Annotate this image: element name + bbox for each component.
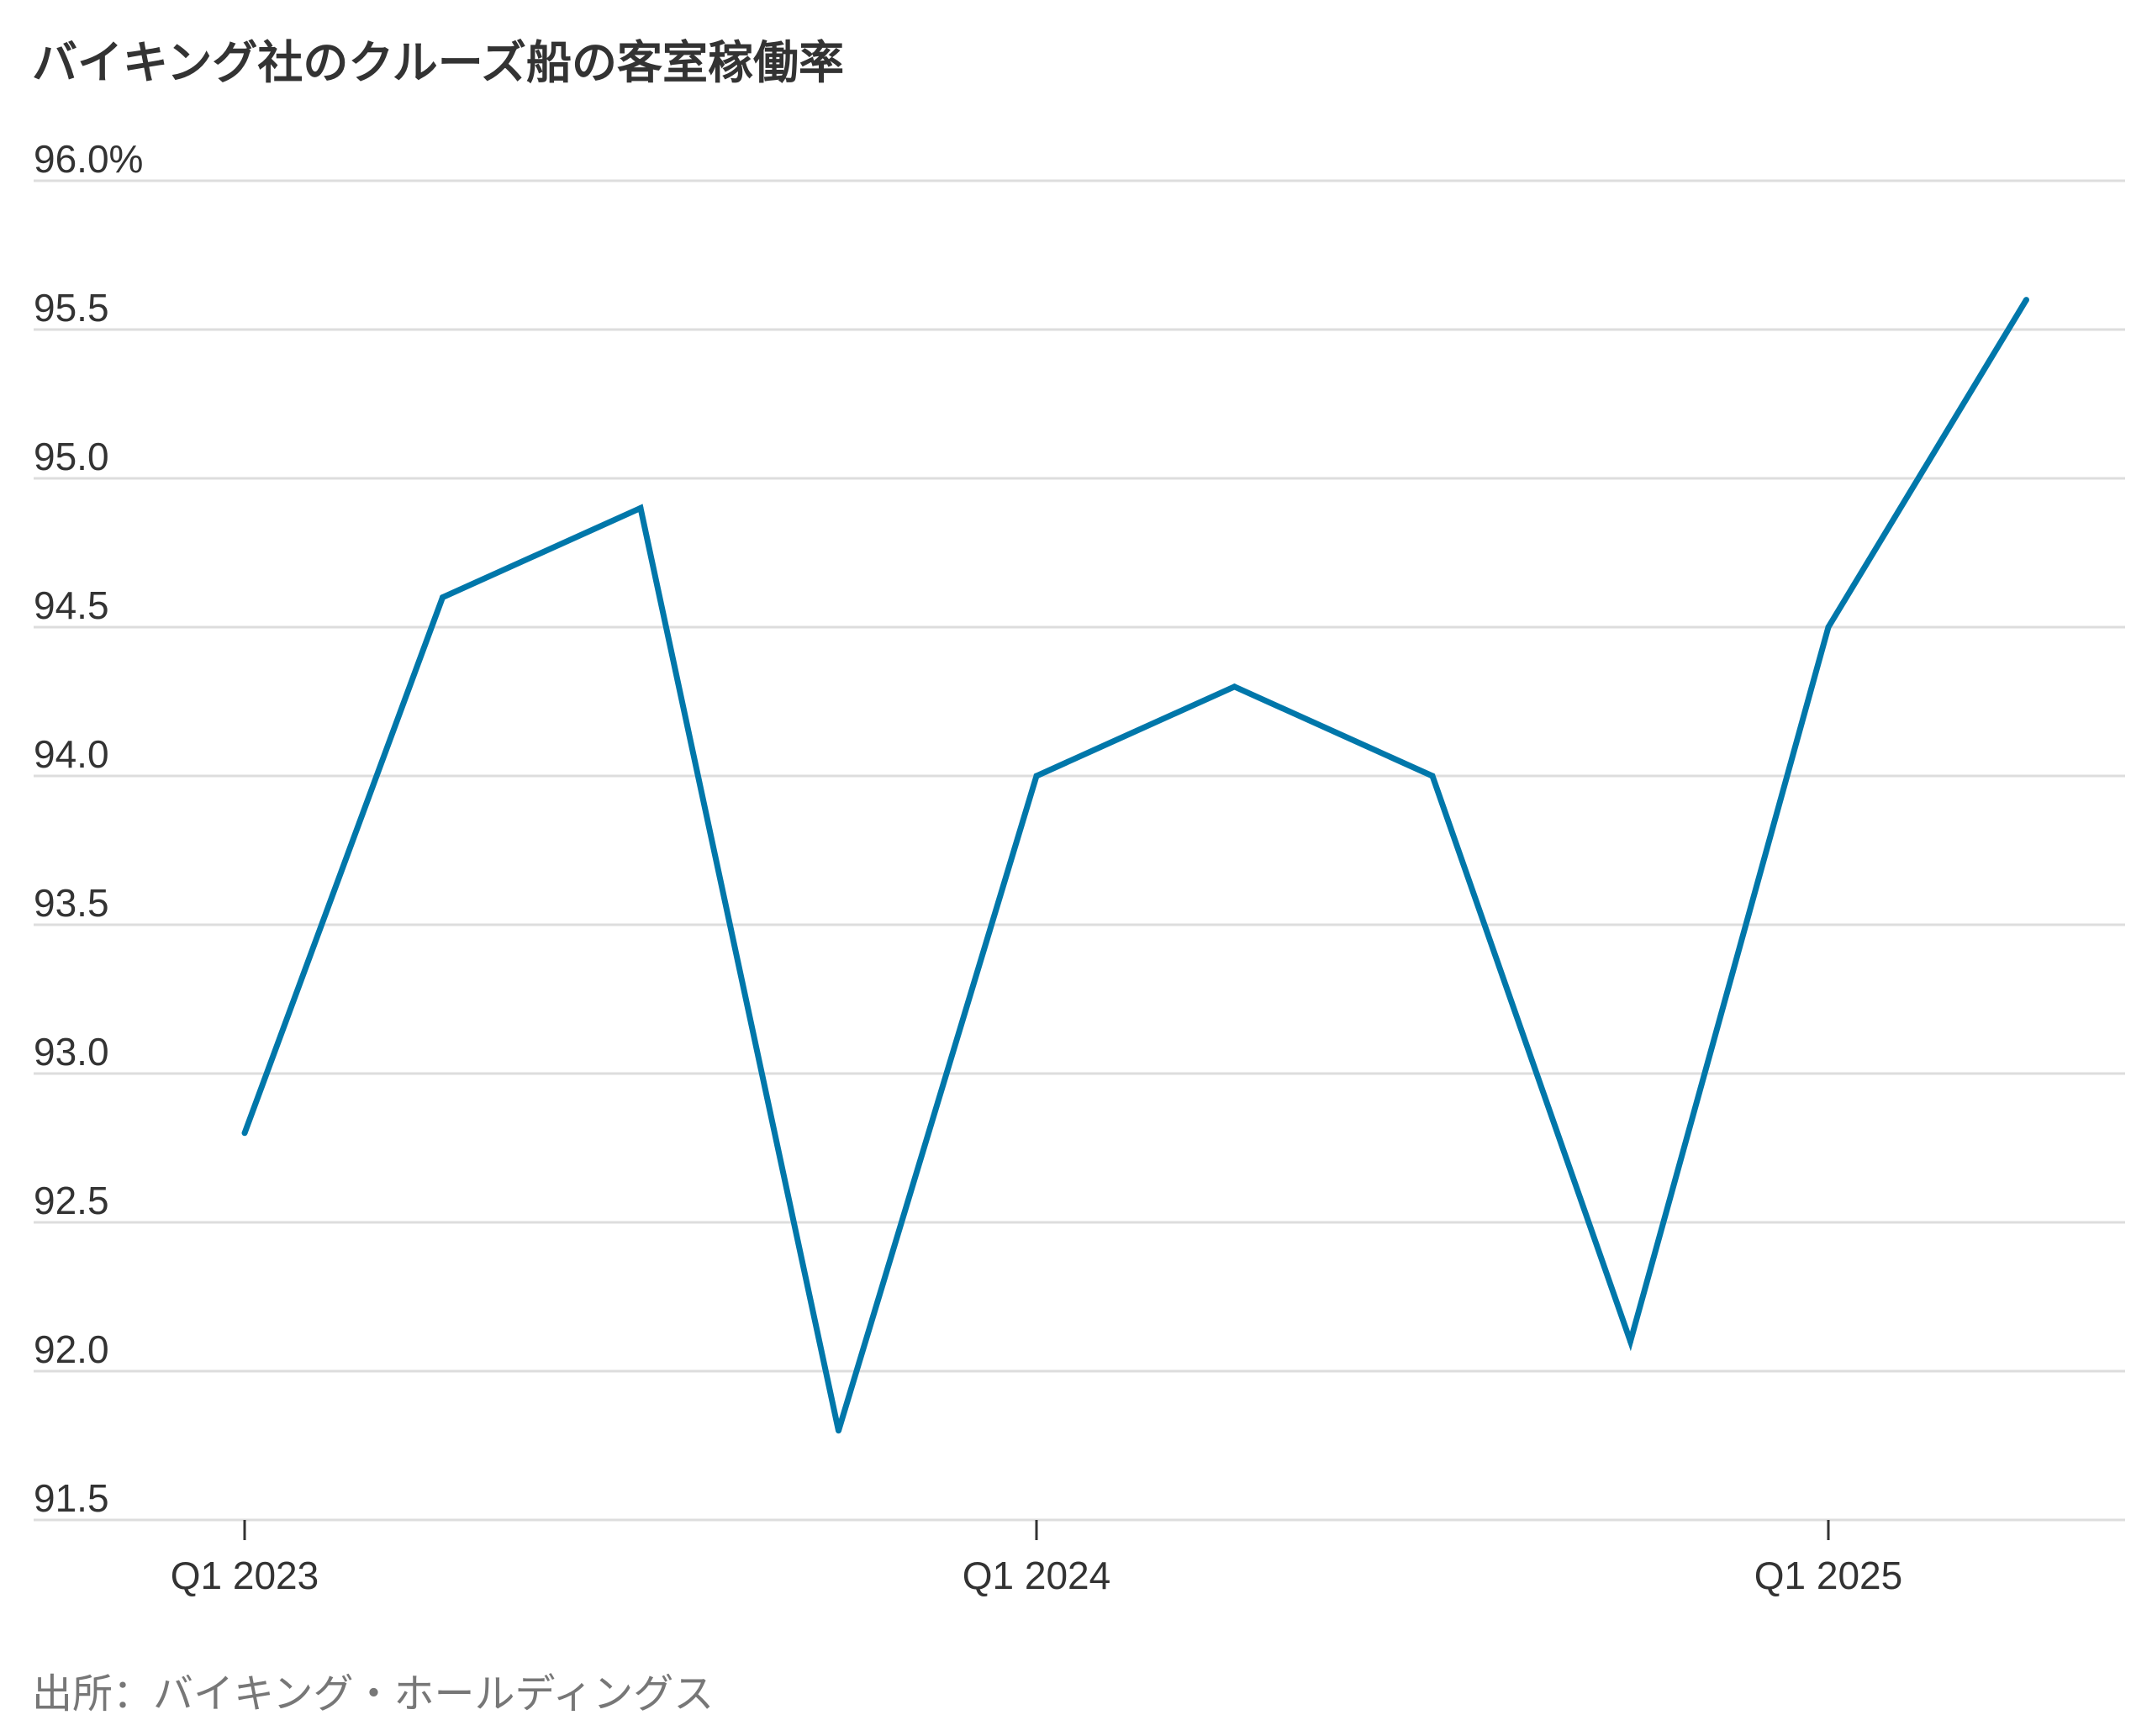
data-point — [1033, 773, 1040, 779]
x-tick-label: Q1 2025 — [1754, 1554, 1902, 1597]
y-tick-label: 93.5 — [34, 881, 109, 925]
y-tick-label: 94.0 — [34, 732, 109, 776]
y-tick-label: 96.0% — [34, 137, 143, 181]
data-point — [1232, 683, 1237, 690]
x-tick-label: Q1 2024 — [963, 1554, 1110, 1597]
data-point — [241, 1130, 248, 1137]
data-point — [1429, 773, 1436, 779]
y-tick-label: 92.0 — [34, 1327, 109, 1371]
data-point — [1627, 1338, 1633, 1345]
data-point — [2023, 297, 2029, 303]
y-tick-label: 95.5 — [34, 286, 109, 330]
chart-title: バイキング社のクルーズ船の客室稼働率 — [32, 36, 845, 89]
data-point — [637, 504, 644, 511]
series-line — [241, 298, 2029, 1432]
chart-source: 出所：バイキング・ホールディングス — [32, 1670, 715, 1718]
y-tick-label: 91.5 — [34, 1476, 109, 1520]
x-tick-label: Q1 2023 — [171, 1554, 319, 1597]
y-tick-label: 95.0 — [34, 435, 109, 478]
y-tick-label: 94.5 — [34, 583, 109, 627]
y-tick-label: 93.0 — [34, 1030, 109, 1074]
data-point — [440, 594, 446, 601]
data-point — [836, 1427, 841, 1434]
y-tick-label: 92.5 — [34, 1179, 109, 1222]
data-point — [1825, 624, 1832, 631]
